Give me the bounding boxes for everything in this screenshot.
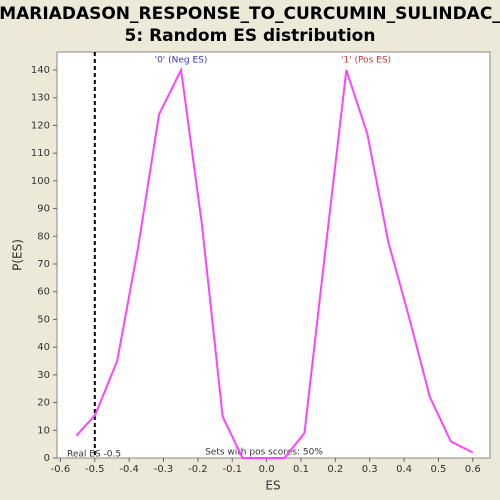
y-tick-label: 20 — [37, 398, 50, 409]
x-tick-label: 0.3 — [362, 464, 378, 475]
x-tick-label: -0.1 — [223, 464, 243, 475]
x-tick-label: 0.2 — [327, 464, 343, 475]
y-tick-label: 90 — [37, 204, 50, 215]
y-tick-label: 40 — [37, 342, 50, 353]
footer: Sets with pos scores: 50% — [205, 448, 323, 458]
chart-title: 5: Random ES distribution — [125, 26, 376, 46]
x-tick-label: -0.6 — [51, 464, 71, 475]
x-tick-label: -0.5 — [85, 464, 105, 475]
chart-title: MARIADASON_RESPONSE_TO_CURCUMIN_SULINDAC… — [0, 4, 500, 24]
x-tick-label: 0.0 — [259, 464, 275, 475]
y-tick-label: 140 — [31, 65, 50, 76]
y-tick-label: 10 — [37, 425, 50, 436]
x-tick-label: 0.4 — [396, 464, 412, 475]
y-tick-label: 130 — [31, 93, 50, 104]
plot-area — [56, 51, 491, 459]
x-tick-label: -0.3 — [154, 464, 174, 475]
pos-label: '1' (Pos ES) — [341, 56, 391, 66]
x-tick-label: -0.4 — [119, 464, 139, 475]
x-tick-label: 0.6 — [465, 464, 481, 475]
y-tick-label: 110 — [31, 148, 50, 159]
x-tick-label: 0.5 — [430, 464, 446, 475]
y-tick-label: 50 — [37, 314, 50, 325]
y-axis-label: P(ES) — [11, 239, 25, 271]
neg-label: '0' (Neg ES) — [155, 56, 208, 66]
y-tick-label: 60 — [37, 287, 50, 298]
y-tick-label: 0 — [44, 453, 50, 464]
x-tick-label: 0.1 — [293, 464, 309, 475]
y-tick-label: 30 — [37, 370, 50, 381]
y-tick-label: 70 — [37, 259, 50, 270]
x-tick-label: -0.2 — [188, 464, 208, 475]
real-es-label: Real ES -0.5 — [67, 450, 121, 460]
y-tick-label: 120 — [31, 120, 50, 131]
line — [75, 66, 474, 459]
y-tick-label: 100 — [31, 176, 50, 187]
x-axis-label: ES — [265, 479, 280, 493]
y-tick-label: 80 — [37, 231, 50, 242]
